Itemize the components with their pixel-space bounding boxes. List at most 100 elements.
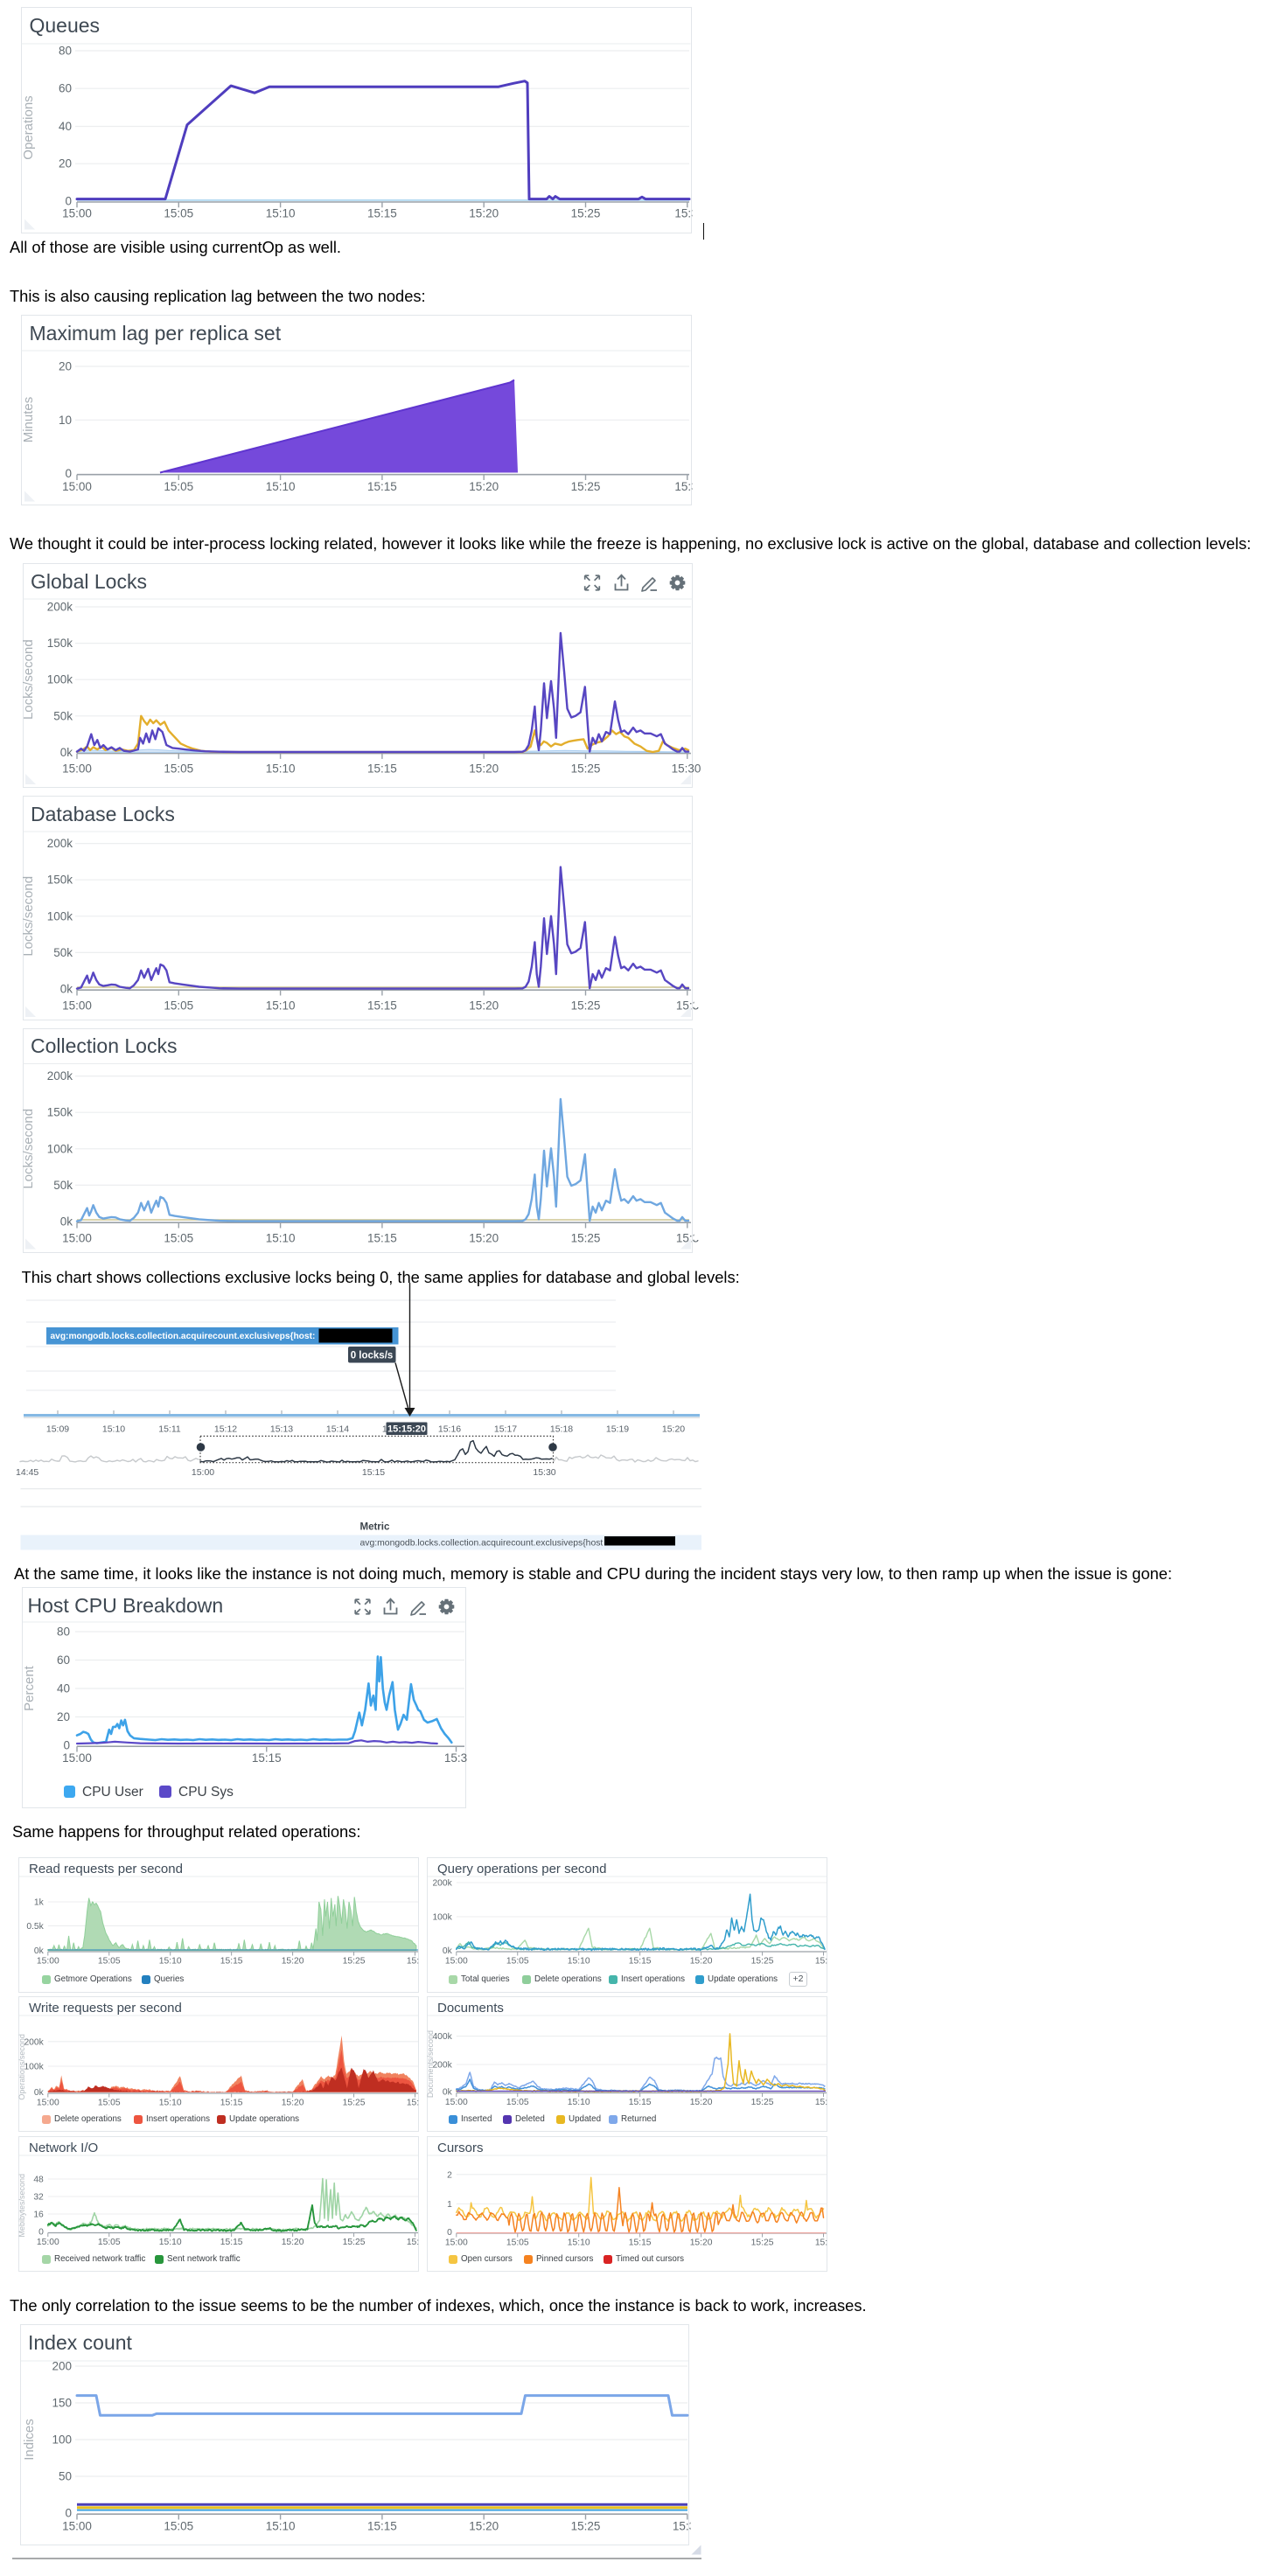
svg-text:15:15: 15:15 (367, 2519, 397, 2532)
svg-text:10: 10 (59, 414, 72, 427)
svg-text:15:3: 15:3 (676, 1231, 699, 1244)
svg-text:15:00: 15:00 (62, 1231, 92, 1244)
svg-text:Locks/second: Locks/second (21, 639, 36, 720)
svg-text:0 locks/s: 0 locks/s (351, 1351, 394, 1361)
svg-text:15:10: 15:10 (266, 207, 296, 220)
svg-text:200k: 200k (432, 2061, 452, 2071)
svg-text:15:10: 15:10 (568, 2238, 590, 2248)
svg-text:60: 60 (59, 82, 72, 95)
svg-text:15:15: 15:15 (629, 2238, 652, 2248)
svg-text:15:20: 15:20 (282, 2099, 304, 2108)
svg-text:15:20: 15:20 (662, 1424, 685, 1435)
svg-text:100k: 100k (432, 1913, 452, 1923)
svg-text:200: 200 (52, 2360, 72, 2373)
svg-text:15:00: 15:00 (192, 1467, 214, 1478)
svg-text:0k: 0k (443, 2088, 453, 2098)
svg-text:15:12: 15:12 (214, 1424, 237, 1435)
svg-text:15:10: 15:10 (266, 1231, 296, 1244)
svg-text:80: 80 (59, 45, 72, 58)
svg-text:15:05: 15:05 (98, 2099, 121, 2108)
svg-text:15:25: 15:25 (571, 207, 601, 220)
svg-text:15:3: 15:3 (676, 999, 699, 1012)
svg-text:0k: 0k (34, 2088, 45, 2098)
svg-text:15:25: 15:25 (571, 1231, 601, 1244)
svg-text:14:45: 14:45 (16, 1467, 38, 1478)
svg-text:15:05: 15:05 (164, 1231, 193, 1244)
svg-text:Minutes: Minutes (21, 397, 36, 443)
svg-text:1k: 1k (34, 1898, 45, 1908)
svg-text:15:20: 15:20 (469, 999, 499, 1012)
svg-text:Locks/second: Locks/second (21, 876, 36, 957)
svg-text:15:15: 15:15 (629, 1957, 652, 1967)
svg-text:100k: 100k (47, 909, 73, 922)
svg-text:15:00: 15:00 (445, 1957, 468, 1967)
svg-text:15:30: 15:30 (672, 762, 701, 776)
svg-text:15:25: 15:25 (751, 2098, 774, 2107)
svg-text:15:15: 15:15 (629, 2098, 652, 2107)
svg-text:15:15: 15:15 (367, 999, 397, 1012)
svg-text:0: 0 (38, 2228, 44, 2238)
svg-text:200k: 200k (47, 1069, 73, 1083)
svg-text:0: 0 (447, 2228, 452, 2238)
svg-text:15:: 15: (407, 1957, 419, 1967)
svg-text:15:15: 15:15 (252, 1751, 282, 1765)
svg-text:15:15: 15:15 (220, 2238, 243, 2247)
svg-text:15:: 15: (815, 2098, 827, 2107)
svg-text:0: 0 (65, 2507, 72, 2520)
svg-text:80: 80 (57, 1626, 70, 1639)
svg-text:15:10: 15:10 (159, 1957, 182, 1967)
svg-text:15:13: 15:13 (270, 1424, 293, 1435)
svg-text:15:18: 15:18 (550, 1424, 573, 1435)
svg-text:15:09: 15:09 (46, 1424, 69, 1435)
svg-text:avg:mongodb.locks.collection.a: avg:mongodb.locks.collection.acquirecoun… (360, 1539, 604, 1549)
svg-text:15:20: 15:20 (690, 2098, 713, 2107)
svg-text:100k: 100k (47, 673, 73, 686)
svg-text:0k: 0k (443, 1946, 453, 1956)
svg-text:Operations: Operations (21, 95, 36, 159)
svg-text:50k: 50k (53, 1179, 73, 1192)
svg-text:60: 60 (57, 1654, 70, 1667)
svg-text:15:00: 15:00 (62, 999, 92, 1012)
svg-text:50k: 50k (53, 946, 73, 959)
svg-text:15:00: 15:00 (62, 480, 92, 493)
svg-text:400k: 400k (432, 2032, 452, 2042)
svg-text:15:25: 15:25 (571, 762, 601, 776)
svg-text:15:15: 15:15 (220, 1957, 243, 1967)
svg-text:150: 150 (52, 2397, 72, 2410)
svg-text:15:: 15: (815, 1957, 827, 1967)
svg-text:0.5k: 0.5k (26, 1922, 44, 1932)
svg-text:Locks/second: Locks/second (21, 1109, 36, 1189)
svg-text:15:10: 15:10 (568, 1957, 590, 1967)
svg-text:15:10: 15:10 (266, 999, 296, 1012)
svg-text:15:00: 15:00 (37, 2099, 59, 2108)
svg-text:15:25: 15:25 (571, 480, 601, 493)
svg-text:150k: 150k (47, 1106, 73, 1119)
svg-text:Documents/second: Documents/second (426, 2030, 435, 2098)
svg-text:15:20: 15:20 (282, 1957, 304, 1967)
svg-text:15:10: 15:10 (266, 762, 296, 776)
svg-text:48: 48 (33, 2176, 44, 2185)
svg-text:15:20: 15:20 (469, 207, 499, 220)
svg-text:15:20: 15:20 (690, 1957, 713, 1967)
svg-text:15:00: 15:00 (445, 2098, 468, 2107)
svg-text:15:25: 15:25 (571, 999, 601, 1012)
svg-text:15:17: 15:17 (494, 1424, 517, 1435)
svg-text:15:10: 15:10 (102, 1424, 125, 1435)
svg-text:16: 16 (33, 2210, 44, 2220)
svg-text:15:00: 15:00 (62, 762, 92, 776)
svg-text:15:00: 15:00 (37, 1957, 59, 1967)
svg-text:15:00: 15:00 (62, 1751, 92, 1765)
svg-text:Mebibytes/second: Mebibytes/second (17, 2174, 26, 2238)
svg-text:0k: 0k (34, 1946, 45, 1956)
svg-text:15:10: 15:10 (159, 2238, 182, 2247)
svg-text:0: 0 (65, 467, 72, 480)
svg-text:15:05: 15:05 (506, 1957, 529, 1967)
svg-text:15:15: 15:15 (367, 207, 397, 220)
svg-text:15:00: 15:00 (62, 207, 92, 220)
svg-text:15:3: 15:3 (444, 1751, 467, 1765)
svg-text:15:20: 15:20 (469, 762, 499, 776)
svg-text:15:20: 15:20 (469, 480, 499, 493)
svg-text:15:20: 15:20 (469, 1231, 499, 1244)
svg-text:15:25: 15:25 (751, 1957, 774, 1967)
svg-text:15:05: 15:05 (98, 2238, 121, 2247)
